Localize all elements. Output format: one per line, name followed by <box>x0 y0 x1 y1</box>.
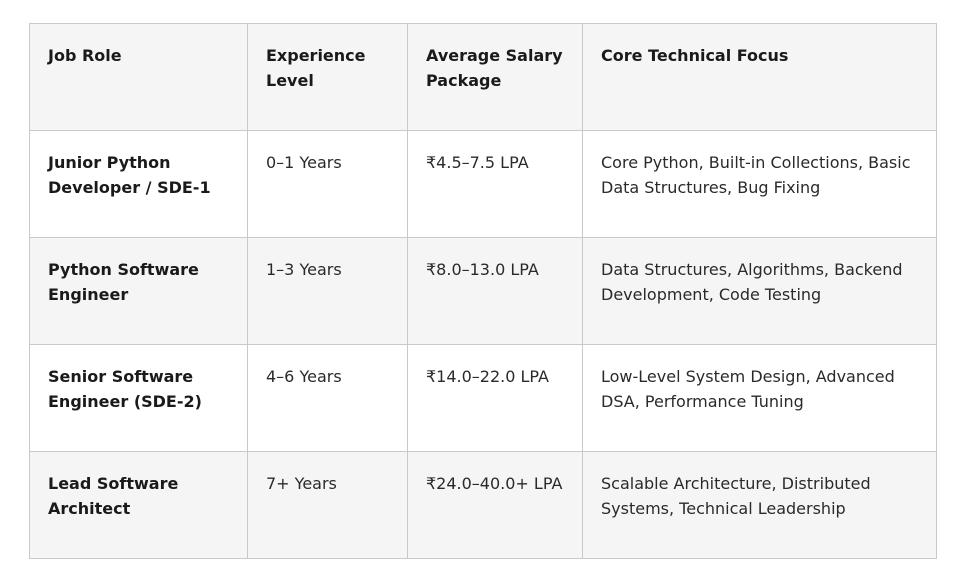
table-header-row: Job Role Experience Level Average Salary… <box>29 23 937 131</box>
cell-experience: 1–3 Years <box>247 237 408 345</box>
cell-job-role: Python Software Engineer <box>29 237 248 345</box>
cell-job-role: Junior Python Developer / SDE-1 <box>29 130 248 238</box>
cell-focus: Scalable Architecture, Distributed Syste… <box>582 451 937 559</box>
cell-focus: Core Python, Built-in Collections, Basic… <box>582 130 937 238</box>
cell-experience: 4–6 Years <box>247 344 408 452</box>
cell-experience: 0–1 Years <box>247 130 408 238</box>
cell-salary: ₹8.0–13.0 LPA <box>407 237 583 345</box>
cell-job-role: Lead Software Architect <box>29 451 248 559</box>
header-experience-level: Experience Level <box>247 23 408 131</box>
header-average-salary: Average Salary Package <box>407 23 583 131</box>
table-row: Senior Software Engineer (SDE-2) 4–6 Yea… <box>29 344 937 452</box>
salary-table: Job Role Experience Level Average Salary… <box>29 23 937 559</box>
cell-salary: ₹14.0–22.0 LPA <box>407 344 583 452</box>
cell-experience: 7+ Years <box>247 451 408 559</box>
table-row: Junior Python Developer / SDE-1 0–1 Year… <box>29 130 937 238</box>
header-job-role: Job Role <box>29 23 248 131</box>
cell-focus: Data Structures, Algorithms, Backend Dev… <box>582 237 937 345</box>
header-core-technical-focus: Core Technical Focus <box>582 23 937 131</box>
cell-focus: Low-Level System Design, Advanced DSA, P… <box>582 344 937 452</box>
table-row: Python Software Engineer 1–3 Years ₹8.0–… <box>29 237 937 345</box>
table-row: Lead Software Architect 7+ Years ₹24.0–4… <box>29 451 937 559</box>
cell-salary: ₹4.5–7.5 LPA <box>407 130 583 238</box>
cell-salary: ₹24.0–40.0+ LPA <box>407 451 583 559</box>
cell-job-role: Senior Software Engineer (SDE-2) <box>29 344 248 452</box>
